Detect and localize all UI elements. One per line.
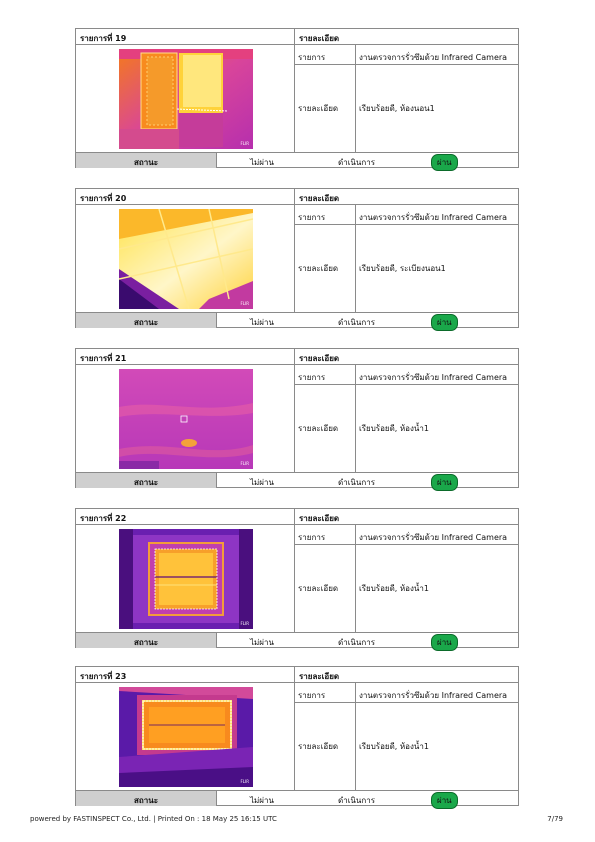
thermal-image-cell: FLIR [76, 525, 295, 632]
status-row: สถานะ ไม่ผ่าน ดำเนินการ ผ่าน [76, 632, 518, 651]
thermal-image[interactable]: FLIR [119, 529, 253, 629]
status-in-progress-option[interactable]: ดำเนินการ [338, 158, 375, 167]
detail-header: รายละเอียด [295, 29, 518, 45]
status-in-progress-option[interactable]: ดำเนินการ [338, 478, 375, 487]
status-row: สถานะ ไม่ผ่าน ดำเนินการ ผ่าน [76, 472, 518, 491]
item-title: รายการที่ 19 [76, 29, 295, 45]
detail-header: รายละเอียด [295, 509, 518, 525]
detail-header: รายละเอียด [295, 667, 518, 683]
status-pass-badge[interactable]: ผ่าน [431, 634, 458, 651]
item-label: รายการ [295, 683, 356, 703]
status-in-progress-option[interactable]: ดำเนินการ [338, 318, 375, 327]
status-label: สถานะ [76, 791, 217, 806]
status-label: สถานะ [76, 633, 217, 648]
item-value: งานตรวจการรั่วซึมด้วย Infrared Camera [356, 205, 518, 225]
thermal-image[interactable]: FLIR [119, 209, 253, 309]
detail-value: เรียบร้อยดี, ห้องน้ำ1 [359, 424, 429, 433]
status-in-progress-option[interactable]: ดำเนินการ [338, 638, 375, 647]
status-fail-option[interactable]: ไม่ผ่าน [250, 796, 274, 805]
inspection-card: รายการที่ 19 รายละเอียด [75, 28, 519, 171]
item-value: งานตรวจการรั่วซึมด้วย Infrared Camera [356, 45, 518, 65]
status-fail-option[interactable]: ไม่ผ่าน [250, 638, 274, 647]
inspection-card: รายการที่ 21 รายละเอียด FLIR รายการ งา [75, 348, 519, 491]
status-pass-badge[interactable]: ผ่าน [431, 474, 458, 491]
status-pass-badge[interactable]: ผ่าน [431, 792, 458, 809]
detail-label: รายละเอียด [295, 545, 356, 632]
detail-label: รายละเอียด [295, 65, 356, 152]
status-label: สถานะ [76, 473, 217, 488]
detail-value: เรียบร้อยดี, ห้องนอน1 [359, 104, 435, 113]
status-fail-option[interactable]: ไม่ผ่าน [250, 318, 274, 327]
item-label: รายการ [295, 45, 356, 65]
detail-value: เรียบร้อยดี, ห้องน้ำ1 [359, 742, 429, 751]
thermal-image[interactable]: FLIR [119, 687, 253, 787]
thermal-image-cell: FLIR [76, 45, 295, 152]
item-title: รายการที่ 22 [76, 509, 295, 525]
status-row: สถานะ ไม่ผ่าน ดำเนินการ ผ่าน [76, 312, 518, 331]
item-label: รายการ [295, 525, 356, 545]
inspection-card: รายการที่ 22 รายละเอียด FLIR รายการ งานต… [75, 508, 519, 651]
status-fail-option[interactable]: ไม่ผ่าน [250, 478, 274, 487]
detail-value: เรียบร้อยดี, ห้องน้ำ1 [359, 584, 429, 593]
item-title: รายการที่ 23 [76, 667, 295, 683]
status-row: สถานะ ไม่ผ่าน ดำเนินการ ผ่าน [76, 152, 518, 171]
detail-header: รายละเอียด [295, 349, 518, 365]
status-in-progress-option[interactable]: ดำเนินการ [338, 796, 375, 805]
status-pass-badge[interactable]: ผ่าน [431, 154, 458, 171]
thermal-image[interactable]: FLIR [119, 49, 253, 149]
detail-label: รายละเอียด [295, 225, 356, 312]
status-pass-badge[interactable]: ผ่าน [431, 314, 458, 331]
item-value: งานตรวจการรั่วซึมด้วย Infrared Camera [356, 525, 518, 545]
detail-label: รายละเอียด [295, 385, 356, 472]
status-fail-option[interactable]: ไม่ผ่าน [250, 158, 274, 167]
status-label: สถานะ [76, 153, 217, 168]
item-title: รายการที่ 21 [76, 349, 295, 365]
flir-logo: FLIR [240, 301, 250, 306]
item-value: งานตรวจการรั่วซึมด้วย Infrared Camera [356, 683, 518, 703]
footer-credit: powered by FASTINSPECT Co., Ltd. | Print… [30, 815, 277, 823]
inspection-card: รายการที่ 23 รายละเอียด FLIR รายการ งานต… [75, 666, 519, 809]
thermal-image[interactable]: FLIR [119, 369, 253, 469]
thermal-image-cell: FLIR [76, 683, 295, 790]
page-number: 7/79 [547, 815, 563, 823]
inspection-card: รายการที่ 20 รายละเอียด [75, 188, 519, 331]
status-row: สถานะ ไม่ผ่าน ดำเนินการ ผ่าน [76, 790, 518, 809]
status-label: สถานะ [76, 313, 217, 328]
flir-logo: FLIR [240, 779, 250, 784]
flir-logo: FLIR [240, 141, 250, 146]
item-title: รายการที่ 20 [76, 189, 295, 205]
detail-label: รายละเอียด [295, 703, 356, 790]
item-label: รายการ [295, 365, 356, 385]
item-value: งานตรวจการรั่วซึมด้วย Infrared Camera [356, 365, 518, 385]
item-label: รายการ [295, 205, 356, 225]
detail-value: เรียบร้อยดี, ระเบียงนอน1 [359, 264, 446, 273]
flir-logo: FLIR [240, 621, 250, 626]
flir-logo: FLIR [240, 461, 250, 466]
thermal-image-cell: FLIR [76, 365, 295, 472]
detail-header: รายละเอียด [295, 189, 518, 205]
thermal-image-cell: FLIR [76, 205, 295, 312]
